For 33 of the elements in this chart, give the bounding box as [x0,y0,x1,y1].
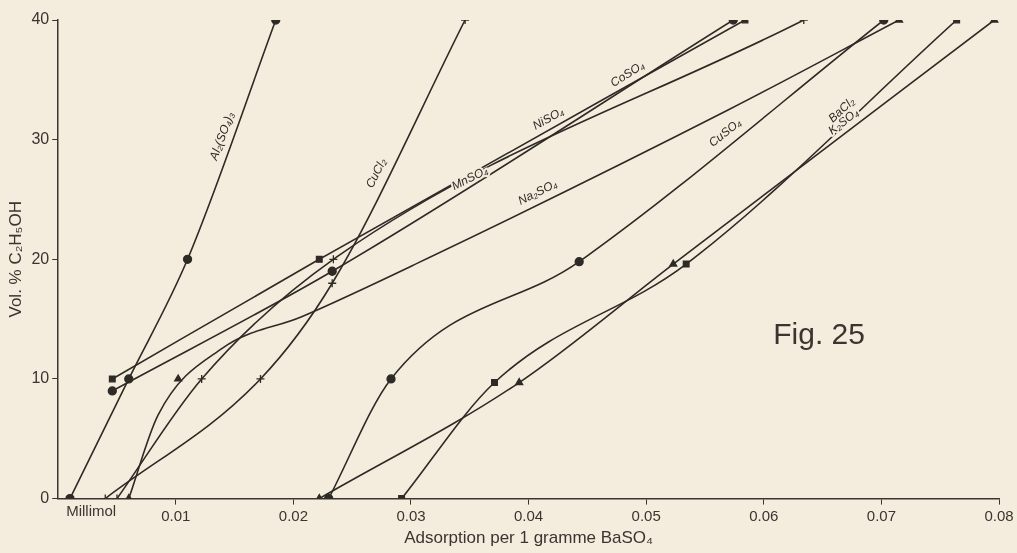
y-tick-label: 40 [31,10,50,28]
annotation: Fig. 25 [773,317,865,351]
point [491,379,498,387]
point [515,377,524,386]
point [124,374,134,384]
x-tick-label: 0.07 [866,506,896,524]
point [315,255,323,263]
y-axis-title: Vol. % C₂H₅OH [5,201,25,318]
point [182,254,193,264]
x-tick-label: 0.08 [984,506,1014,524]
text: Millimol [66,502,117,520]
y-tick-label: 20 [31,249,50,267]
x-tick-label: 0.06 [749,506,779,524]
point [574,257,584,267]
point [386,374,396,384]
point [108,375,116,383]
x-tick-label: 0.04 [514,506,544,524]
point [174,374,183,382]
y-tick-label: 0 [40,489,50,507]
text: NiSO₄ [530,104,567,133]
point [107,386,117,396]
y-tick-label: 10 [31,369,50,387]
point [669,259,678,267]
x-tick-label: 0.02 [278,506,308,524]
x-tick-label: 0.05 [631,506,661,524]
point [327,266,337,276]
x-axis-title: Adsorption per 1 gramme BaSO₄ [404,528,654,548]
point [682,260,690,268]
x-tick-label: 0.01 [161,506,191,524]
point [197,374,207,384]
point [255,374,266,384]
y-tick-label: 30 [31,130,50,148]
x-tick-label: 0.03 [396,506,426,524]
